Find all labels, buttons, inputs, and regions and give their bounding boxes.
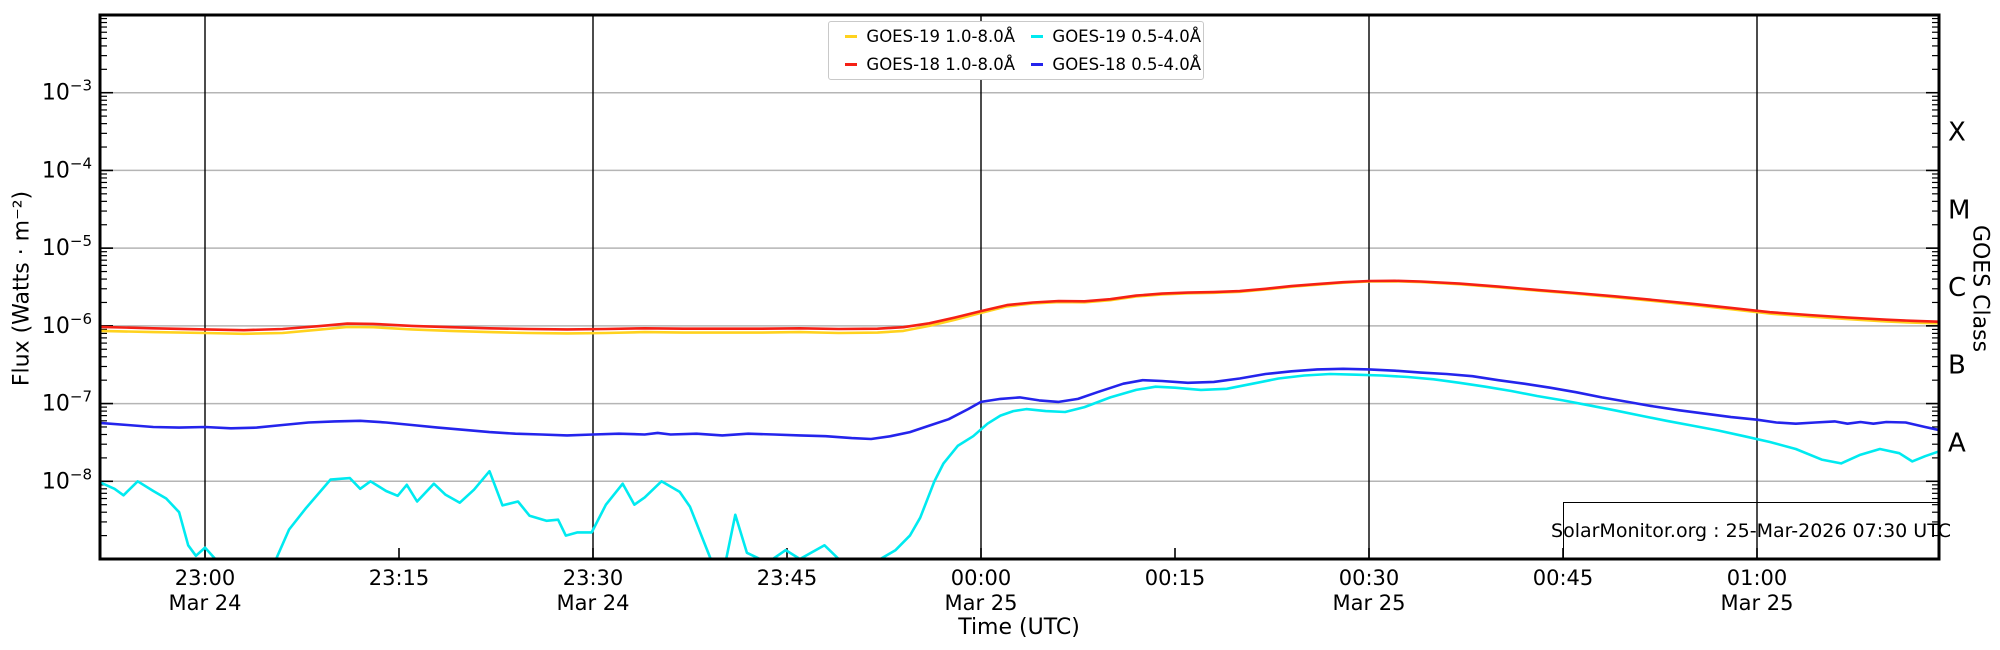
legend: GOES-19 1.0-8.0Å GOES-19 0.5-4.0Å GOES-1… <box>828 21 1204 80</box>
goes-class-letter: A <box>1948 428 1966 458</box>
annotation-text: SolarMonitor.org : 25-Mar-2026 07:30 UTC <box>1551 519 1951 542</box>
x-tick-label: 00:15 <box>1145 566 1206 590</box>
x-tick-date: Mar 24 <box>556 591 629 615</box>
legend-entry-goes19-short: GOES-19 0.5-4.0Å <box>1015 27 1201 46</box>
legend-swatch-goes18-long <box>845 63 858 67</box>
y-tick-label: 10−4 <box>42 154 92 183</box>
goes-class-letter: C <box>1948 273 1966 303</box>
x-tick-label: 00:30 <box>1339 566 1400 590</box>
right-axis-title: GOES Class <box>1967 224 1993 353</box>
legend-entry-goes19-long: GOES-19 1.0-8.0Å <box>829 27 1015 46</box>
legend-label: GOES-19 1.0-8.0Å <box>866 26 1015 46</box>
x-tick-label: 23:15 <box>369 566 430 590</box>
y-axis-title: Flux (Watts · m⁻²) <box>9 190 35 387</box>
x-tick-date: Mar 25 <box>944 591 1017 615</box>
y-tick-label: 10−6 <box>42 310 92 339</box>
y-tick-label: 10−5 <box>42 232 92 261</box>
x-tick-label: 00:45 <box>1533 566 1594 590</box>
goes-class-letter: B <box>1948 351 1966 381</box>
goes-class-letter: X <box>1948 118 1966 148</box>
x-tick-date: Mar 25 <box>1332 591 1405 615</box>
legend-label: GOES-18 1.0-8.0Å <box>866 55 1015 75</box>
legend-entry-goes18-long: GOES-18 1.0-8.0Å <box>829 55 1015 74</box>
x-axis-title: Time (UTC) <box>958 615 1080 640</box>
series-goes19_short <box>100 372 1939 559</box>
legend-swatch-goes19-long <box>845 34 858 38</box>
x-tick-label: 23:45 <box>757 566 818 590</box>
x-tick-date: Mar 24 <box>168 591 241 615</box>
y-tick-label: 10−7 <box>42 388 92 417</box>
legend-label: GOES-19 0.5-4.0Å <box>1052 26 1201 46</box>
annotation-box: SolarMonitor.org : 25-Mar-2026 07:30 UTC <box>1551 502 1951 559</box>
y-tick-label: 10−8 <box>42 465 92 494</box>
legend-entry-goes18-short: GOES-18 0.5-4.0Å <box>1015 55 1201 74</box>
y-tick-label: 10−3 <box>42 77 92 106</box>
plot-frame <box>98 13 1941 561</box>
legend-swatch-goes18-short <box>1031 63 1044 67</box>
x-tick-label: 00:00 <box>951 566 1012 590</box>
x-tick-label: 01:00 <box>1727 566 1788 590</box>
series-goes18_short <box>100 367 1939 441</box>
series-goes18_long <box>100 279 1939 332</box>
legend-label: GOES-18 0.5-4.0Å <box>1052 55 1201 75</box>
x-tick-label: 23:00 <box>175 566 236 590</box>
goes-class-letter: M <box>1948 195 1970 225</box>
x-tick-date: Mar 25 <box>1720 591 1793 615</box>
legend-swatch-goes19-short <box>1031 34 1044 38</box>
x-tick-label: 23:30 <box>563 566 624 590</box>
